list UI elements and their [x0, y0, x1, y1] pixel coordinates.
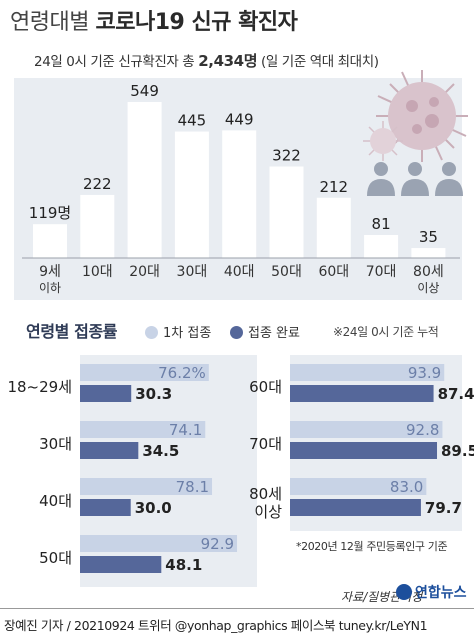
footer-divider	[0, 608, 474, 609]
done-value-label: 89.5	[441, 442, 474, 460]
bar	[33, 224, 67, 258]
category-label: 20대	[129, 264, 160, 280]
category-label: 60대	[318, 264, 349, 280]
vaccination-chart: 76.2% 30.3 18~29세 74.1 34.5 30대 78.130.0 40대 92.…	[7, 364, 474, 574]
bar-done	[290, 442, 438, 459]
legend-note: ※24일 0시 기준 누적	[333, 325, 439, 339]
bar-value-label: 449	[225, 110, 254, 128]
bar	[364, 234, 399, 258]
bar-dose1	[80, 421, 206, 438]
vaccination-section-title: 연령별 접종률	[26, 322, 118, 341]
category-label: 9세	[39, 264, 61, 280]
done-value-label: 34.5	[142, 442, 179, 460]
legend-dose1: 1차 접종	[145, 322, 211, 341]
people-icon	[365, 160, 465, 200]
dose1-value-label: 92.9	[201, 535, 234, 553]
age-group-label: 50대	[39, 549, 72, 567]
legend-done-swatch	[230, 326, 243, 339]
done-value-label: 48.1	[165, 556, 202, 574]
yonhap-logo-icon	[396, 584, 412, 600]
dose1-value-label: 78.1	[176, 478, 209, 496]
bar-dose1	[80, 364, 209, 381]
brand-label: 연합뉴스	[415, 585, 467, 601]
bar-done	[290, 385, 434, 402]
bar-value-label: 222	[83, 175, 112, 193]
age-group-label: 70대	[249, 435, 282, 453]
legend-dose1-label: 1차 접종	[163, 326, 212, 341]
bar	[269, 166, 304, 258]
age-group-label: 18~29세	[7, 378, 72, 396]
bar-value-label: 212	[319, 178, 348, 196]
bar	[127, 102, 162, 258]
bar-value-label: 322	[272, 147, 301, 165]
bar-done	[290, 499, 421, 516]
age-group-label: 80세	[249, 485, 282, 503]
subtitle-total: 2,434명	[198, 52, 258, 70]
dose1-value-label: 83.0	[390, 478, 423, 496]
bar	[411, 248, 446, 258]
legend-done: 접종 완료	[230, 322, 300, 341]
bar	[316, 197, 351, 258]
dose1-value-label: 92.8	[406, 421, 439, 439]
category-label: 10대	[82, 264, 113, 280]
category-label: 이상	[417, 281, 439, 295]
done-value-label: 30.3	[135, 385, 172, 403]
bar-value-label: 35	[419, 228, 438, 246]
dose1-value-label: 93.9	[408, 364, 441, 382]
bar-dose1	[80, 478, 213, 495]
page-title: 연령대별 코로나19 신규 확진자	[10, 4, 298, 36]
bar	[80, 194, 115, 258]
population-note: *2020년 12월 주민등록인구 기준	[296, 540, 448, 553]
age-group-label: 40대	[39, 492, 72, 510]
age-group-label: 30대	[39, 435, 72, 453]
footer-credit: 장예진 기자 / 20210924 트위터 @yonhap_graphics 페…	[4, 618, 428, 633]
bar	[174, 131, 209, 258]
title-bold: 코로나19 신규 확진자	[95, 10, 298, 35]
bar-done	[80, 556, 162, 573]
subtitle-pre: 24일 0시 기준 신규확진자 총	[34, 54, 195, 70]
bar-value-label: 81	[372, 215, 391, 233]
dose1-value-label: 76.2%	[158, 364, 206, 382]
age-group-label: 이상	[254, 503, 282, 521]
subtitle-post: (일 기준 역대 최대치)	[261, 54, 379, 70]
virus-icon-small	[362, 120, 404, 162]
bar-dose1	[80, 535, 238, 552]
yonhap-brand: 연합뉴스	[396, 582, 467, 602]
bar-dose1	[290, 421, 443, 438]
bar-value-label: 445	[178, 112, 207, 130]
virus-icon	[372, 66, 472, 166]
subtitle: 24일 0시 기준 신규확진자 총 2,434명 (일 기준 역대 최대치)	[34, 50, 379, 71]
age-group-label: 60대	[249, 378, 282, 396]
title-light: 연령대별	[10, 10, 89, 35]
done-value-label: 79.7	[425, 499, 462, 517]
category-label: 40대	[224, 264, 255, 280]
done-value-label: 87.4	[438, 385, 474, 403]
category-label: 80세	[413, 264, 444, 280]
category-label: 30대	[177, 264, 208, 280]
bar-done	[80, 385, 132, 402]
bar-value-label: 549	[130, 82, 159, 100]
bar-value-label: 119명	[29, 204, 71, 222]
category-label: 이하	[39, 281, 61, 295]
dose1-value-label: 74.1	[169, 421, 202, 439]
done-value-label: 30.0	[135, 499, 172, 517]
bar-done	[80, 442, 139, 459]
bar-done	[80, 499, 131, 516]
bar-dose1	[290, 478, 427, 495]
legend-dose1-swatch	[145, 326, 158, 339]
category-label: 50대	[271, 264, 302, 280]
legend-done-label: 접종 완료	[248, 326, 300, 341]
category-label: 70대	[366, 264, 397, 280]
bar	[222, 130, 257, 258]
bar-dose1	[290, 364, 445, 381]
